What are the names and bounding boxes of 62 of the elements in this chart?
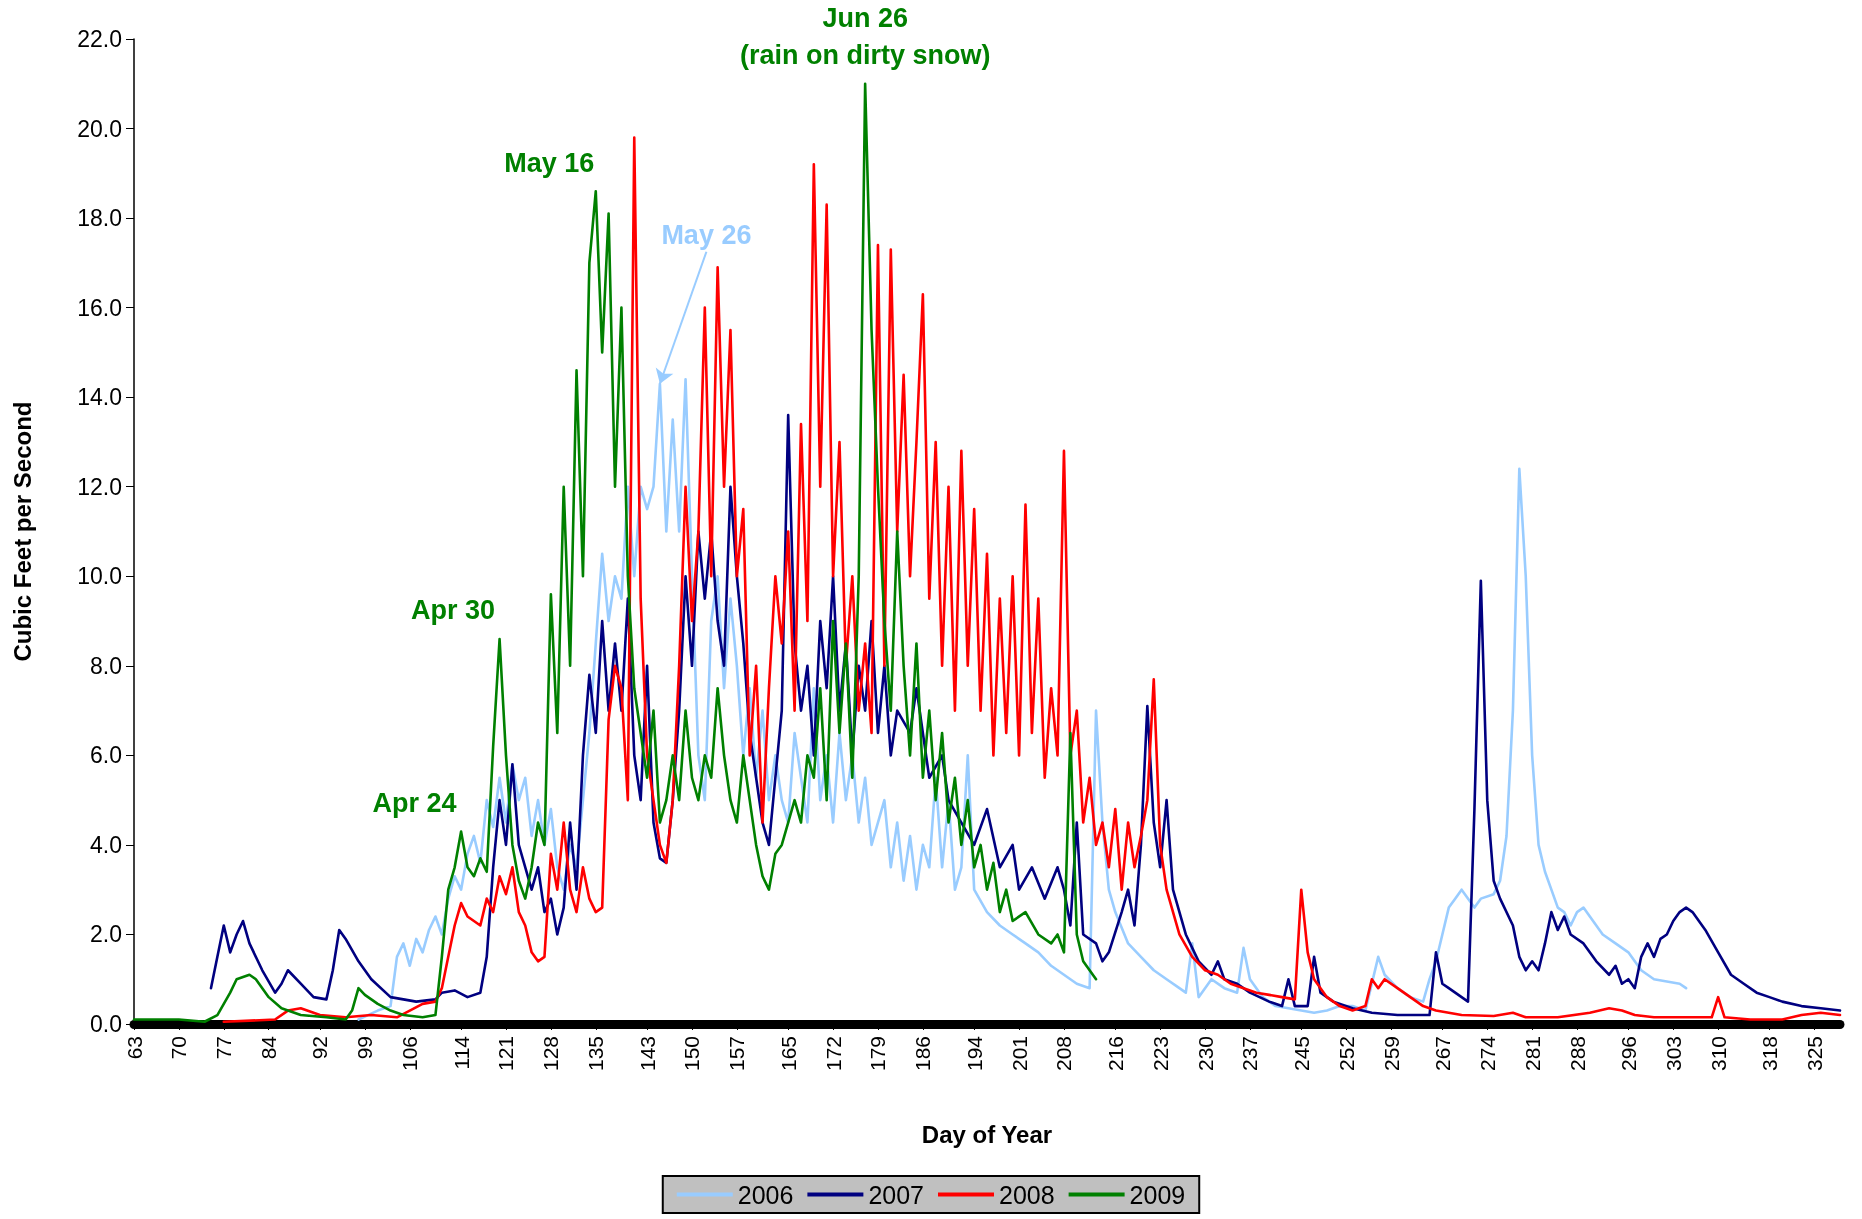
x-tick-label: 114: [449, 1035, 473, 1070]
x-tick-label: 288: [1565, 1036, 1589, 1072]
x-tick-label: 63: [122, 1036, 146, 1060]
x-tick-label: 216: [1103, 1036, 1127, 1072]
y-tick-label: 4.0: [90, 831, 122, 858]
y-tick-label: 6.0: [90, 742, 122, 769]
x-tick-label: 172: [821, 1036, 845, 1072]
x-tick-label: 157: [725, 1036, 749, 1072]
y-tick-label: 12.0: [77, 473, 122, 500]
x-tick-label: 230: [1193, 1036, 1217, 1072]
annotation: Apr 24: [372, 787, 457, 818]
x-tick-label: 135: [584, 1036, 608, 1072]
x-tick-label: 296: [1616, 1036, 1640, 1072]
annotation: Jun 26 (rain on dirty snow): [739, 3, 991, 71]
annotation: Apr 30: [411, 595, 496, 626]
x-tick-label: 84: [257, 1035, 281, 1060]
x-tick-label: 106: [398, 1036, 422, 1072]
legend-label: 2009: [1129, 1180, 1186, 1209]
line-series: [222, 136, 1842, 1024]
y-tick-label: 14.0: [77, 384, 122, 411]
y-tick-label: 20.0: [77, 115, 122, 142]
y-tick-label: 18.0: [77, 205, 122, 232]
annotation: May 16: [504, 147, 595, 178]
legend-label: 2006: [737, 1180, 794, 1209]
x-tick-label: 70: [167, 1036, 191, 1060]
x-tick-label: 179: [866, 1036, 890, 1072]
x-tick-label: 150: [680, 1036, 704, 1072]
y-tick-label: 10.0: [77, 563, 122, 590]
x-tick-label: 143: [635, 1036, 659, 1072]
x-tick-label: 194: [962, 1035, 986, 1072]
x-tick-label: 121: [494, 1036, 518, 1072]
x-tick-label: 186: [911, 1036, 935, 1072]
x-tick-label: 252: [1334, 1036, 1358, 1072]
x-tick-label: 303: [1661, 1036, 1685, 1072]
y-tick-label: 0.0: [90, 1011, 122, 1037]
x-tick-label: 237: [1238, 1036, 1262, 1072]
x-tick-label: 325: [1802, 1036, 1826, 1072]
x-tick-label: 318: [1757, 1036, 1781, 1072]
x-axis-title: Day of Year: [921, 1120, 1053, 1148]
y-tick-label: 2.0: [90, 921, 122, 948]
line-series: [132, 82, 1098, 1024]
x-tick-label: 274: [1475, 1035, 1499, 1072]
y-tick-label: 16.0: [77, 294, 122, 321]
x-tick-label: 201: [1007, 1036, 1031, 1072]
x-tick-label: 128: [539, 1036, 563, 1072]
x-tick-label: 99: [353, 1036, 377, 1060]
x-tick-label: 77: [212, 1036, 236, 1060]
annotation: May 26: [661, 220, 752, 251]
x-tick-label: 208: [1052, 1036, 1076, 1072]
y-tick-label: 8.0: [90, 652, 122, 679]
legend-label: 2007: [868, 1180, 925, 1209]
x-tick-label: 310: [1706, 1036, 1730, 1072]
x-tick-label: 223: [1148, 1036, 1172, 1072]
x-tick-label: 245: [1289, 1036, 1313, 1072]
x-tick-label: 92: [308, 1036, 332, 1060]
y-tick-label: 22.0: [77, 26, 122, 52]
x-tick-label: 165: [776, 1036, 800, 1072]
legend-label: 2008: [999, 1180, 1055, 1209]
x-tick-label: 259: [1379, 1036, 1403, 1072]
x-tick-label: 267: [1430, 1036, 1454, 1072]
x-tick-label: 281: [1520, 1036, 1544, 1072]
y-axis-title: Cubic Feet per Second: [8, 401, 36, 662]
